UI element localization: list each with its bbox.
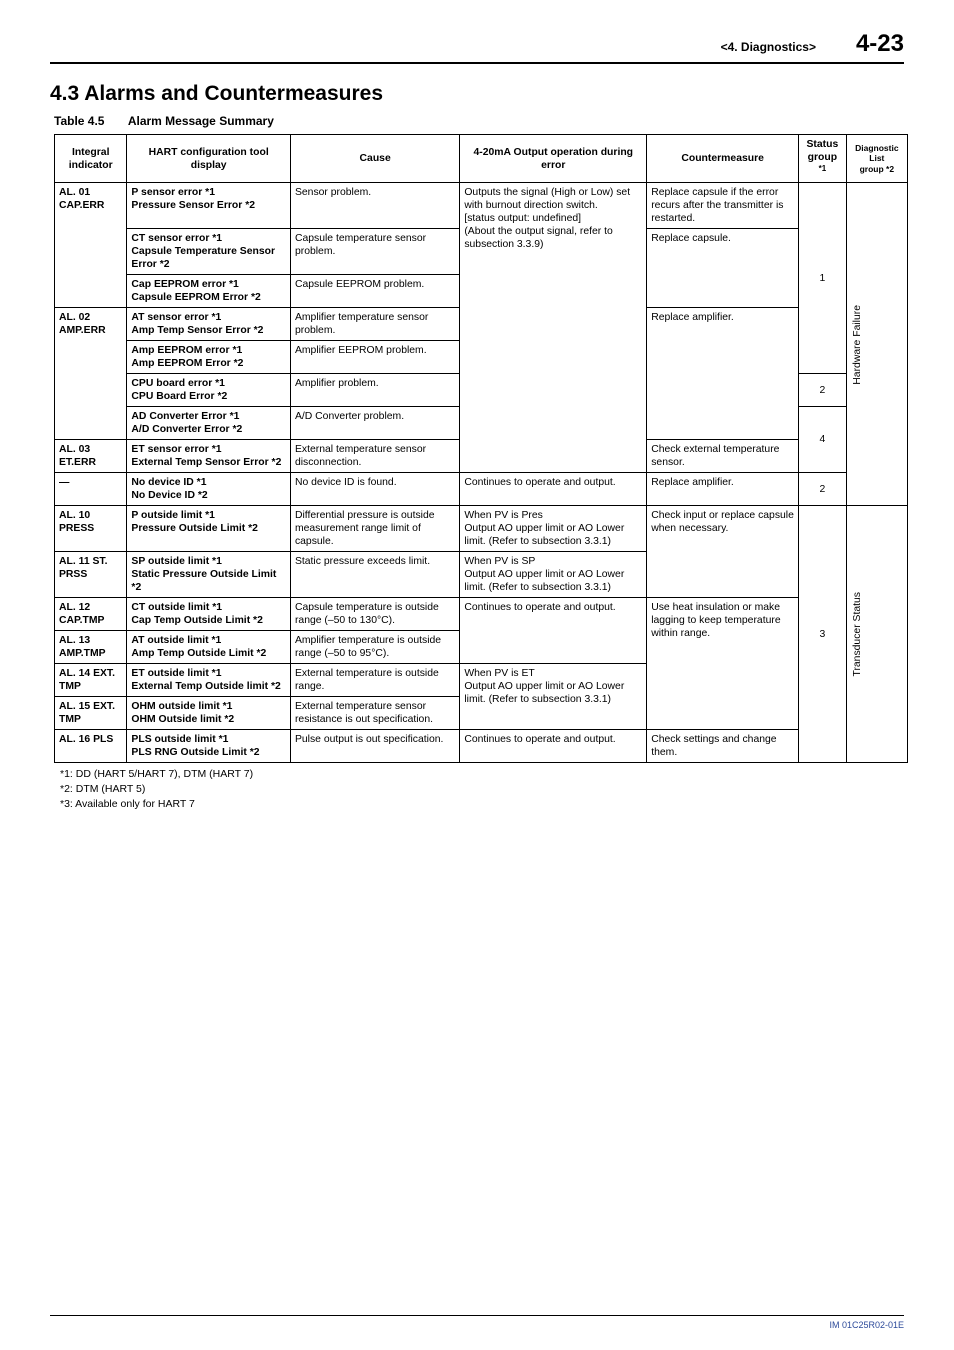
page-header: <4. Diagnostics> 4-23 xyxy=(50,30,904,64)
table-row: — No device ID *1No Device ID *2 No devi… xyxy=(55,473,908,506)
cell-hart: AD Converter Error *1A/D Converter Error… xyxy=(127,407,291,440)
cell-indicator: AL. 02 AMP.ERR xyxy=(55,308,127,440)
table-caption-text: Alarm Message Summary xyxy=(128,114,274,128)
table-header-row: Integral indicator HART configuration to… xyxy=(55,135,908,183)
table-row: AL. 12 CAP.TMP CT outside limit *1Cap Te… xyxy=(55,598,908,631)
cell-status: 2 xyxy=(799,473,847,506)
cell-status: 2 xyxy=(799,374,847,407)
cell-cause: No device ID is found. xyxy=(290,473,459,506)
chapter-reference: <4. Diagnostics> xyxy=(721,40,816,54)
cell-cause: External temperature sensor disconnectio… xyxy=(290,440,459,473)
table-row: AL. 16 PLS PLS outside limit *1PLS RNG O… xyxy=(55,730,908,763)
cell-cm: Replace amplifier. xyxy=(647,308,799,440)
cell-hart: Amp EEPROM error *1Amp EEPROM Error *2 xyxy=(127,341,291,374)
cell-hart: AT outside limit *1Amp Temp Outside Limi… xyxy=(127,631,291,664)
section-title: 4.3 Alarms and Countermeasures xyxy=(50,82,904,106)
th-hart: HART configuration tool display xyxy=(127,135,291,183)
th-output: 4-20mA Output operation during error xyxy=(460,135,647,183)
cell-indicator: AL. 03 ET.ERR xyxy=(55,440,127,473)
cell-output: Continues to operate and output. xyxy=(460,598,647,664)
cell-cm: Use heat insulation or make lagging to k… xyxy=(647,598,799,730)
footnote-1: *1: DD (HART 5/HART 7), DTM (HART 7) xyxy=(60,767,904,782)
cell-indicator: AL. 13 AMP.TMP xyxy=(55,631,127,664)
cell-hart: Cap EEPROM error *1Capsule EEPROM Error … xyxy=(127,275,291,308)
table-caption-number: Table 4.5 xyxy=(54,114,104,128)
cell-output: Continues to operate and output. xyxy=(460,730,647,763)
cell-output: Outputs the signal (High or Low) set wit… xyxy=(460,183,647,473)
cell-output: When PV is ET Output AO upper limit or A… xyxy=(460,664,647,730)
cell-cm: Replace amplifier. xyxy=(647,473,799,506)
cell-cm: Check external temperature sensor. xyxy=(647,440,799,473)
cell-hart: No device ID *1No Device ID *2 xyxy=(127,473,291,506)
page-number: 4-23 xyxy=(856,30,904,58)
cell-hart: ET outside limit *1External Temp Outside… xyxy=(127,664,291,697)
th-status: Status group *1 xyxy=(799,135,847,183)
cell-diag-group: Transducer Status xyxy=(846,506,907,763)
table-row: AL. 10 PRESS P outside limit *1Pressure … xyxy=(55,506,908,552)
cell-diag-group: Hardware Failure xyxy=(846,183,907,506)
th-counter: Countermeasure xyxy=(647,135,799,183)
cell-cause: Amplifier problem. xyxy=(290,374,459,407)
cell-cause: External temperature is outside range. xyxy=(290,664,459,697)
cell-indicator: AL. 11 ST. PRSS xyxy=(55,552,127,598)
th-cause: Cause xyxy=(290,135,459,183)
footnotes: *1: DD (HART 5/HART 7), DTM (HART 7) *2:… xyxy=(60,767,904,811)
alarm-table: Integral indicator HART configuration to… xyxy=(54,134,908,763)
cell-indicator: AL. 14 EXT. TMP xyxy=(55,664,127,697)
cell-hart: P outside limit *1Pressure Outside Limit… xyxy=(127,506,291,552)
cell-indicator: AL. 12 CAP.TMP xyxy=(55,598,127,631)
cell-hart: ET sensor error *1External Temp Sensor E… xyxy=(127,440,291,473)
table-caption: Table 4.5 Alarm Message Summary xyxy=(54,114,904,128)
cell-hart: P sensor error *1Pressure Sensor Error *… xyxy=(127,183,291,229)
cell-output: When PV is SP Output AO upper limit or A… xyxy=(460,552,647,598)
document-footer: IM 01C25R02-01E xyxy=(50,1315,904,1330)
cell-cause: Amplifier temperature sensor problem. xyxy=(290,308,459,341)
cell-status: 1 xyxy=(799,183,847,374)
cell-hart: CPU board error *1CPU Board Error *2 xyxy=(127,374,291,407)
cell-cm: Check settings and change them. xyxy=(647,730,799,763)
cell-cause: Differential pressure is outside measure… xyxy=(290,506,459,552)
cell-status: 4 xyxy=(799,407,847,473)
cell-cause: External temperature sensor resistance i… xyxy=(290,697,459,730)
footnote-2: *2: DTM (HART 5) xyxy=(60,782,904,797)
cell-cause: Capsule EEPROM problem. xyxy=(290,275,459,308)
cell-cm: Replace capsule if the error recurs afte… xyxy=(647,183,799,229)
cell-hart: CT outside limit *1Cap Temp Outside Limi… xyxy=(127,598,291,631)
cell-indicator: AL. 10 PRESS xyxy=(55,506,127,552)
cell-hart: OHM outside limit *1OHM Outside limit *2 xyxy=(127,697,291,730)
cell-output: Continues to operate and output. xyxy=(460,473,647,506)
cell-cause: Amplifier EEPROM problem. xyxy=(290,341,459,374)
cell-output: When PV is Pres Output AO upper limit or… xyxy=(460,506,647,552)
cell-hart: PLS outside limit *1PLS RNG Outside Limi… xyxy=(127,730,291,763)
cell-cause: Capsule temperature is outside range (–5… xyxy=(290,598,459,631)
cell-cause: A/D Converter problem. xyxy=(290,407,459,440)
th-diag: Diagnostic List group *2 xyxy=(846,135,907,183)
cell-indicator: AL. 01 CAP.ERR xyxy=(55,183,127,308)
footnote-3: *3: Available only for HART 7 xyxy=(60,797,904,812)
cell-cause: Amplifier temperature is outside range (… xyxy=(290,631,459,664)
cell-cause: Static pressure exceeds limit. xyxy=(290,552,459,598)
th-integral: Integral indicator xyxy=(55,135,127,183)
cell-hart: SP outside limit *1Static Pressure Outsi… xyxy=(127,552,291,598)
cell-indicator: AL. 16 PLS xyxy=(55,730,127,763)
cell-status: 3 xyxy=(799,506,847,763)
cell-cause: Capsule temperature sensor problem. xyxy=(290,229,459,275)
cell-indicator: — xyxy=(55,473,127,506)
cell-hart: CT sensor error *1Capsule Temperature Se… xyxy=(127,229,291,275)
cell-cm: Replace capsule. xyxy=(647,229,799,308)
cell-indicator: AL. 15 EXT. TMP xyxy=(55,697,127,730)
cell-cause: Sensor problem. xyxy=(290,183,459,229)
table-row: AL. 01 CAP.ERR P sensor error *1Pressure… xyxy=(55,183,908,229)
doc-id: IM 01C25R02-01E xyxy=(829,1320,904,1330)
cell-cause: Pulse output is out specification. xyxy=(290,730,459,763)
cell-hart: AT sensor error *1Amp Temp Sensor Error … xyxy=(127,308,291,341)
cell-cm: Check input or replace capsule when nece… xyxy=(647,506,799,598)
